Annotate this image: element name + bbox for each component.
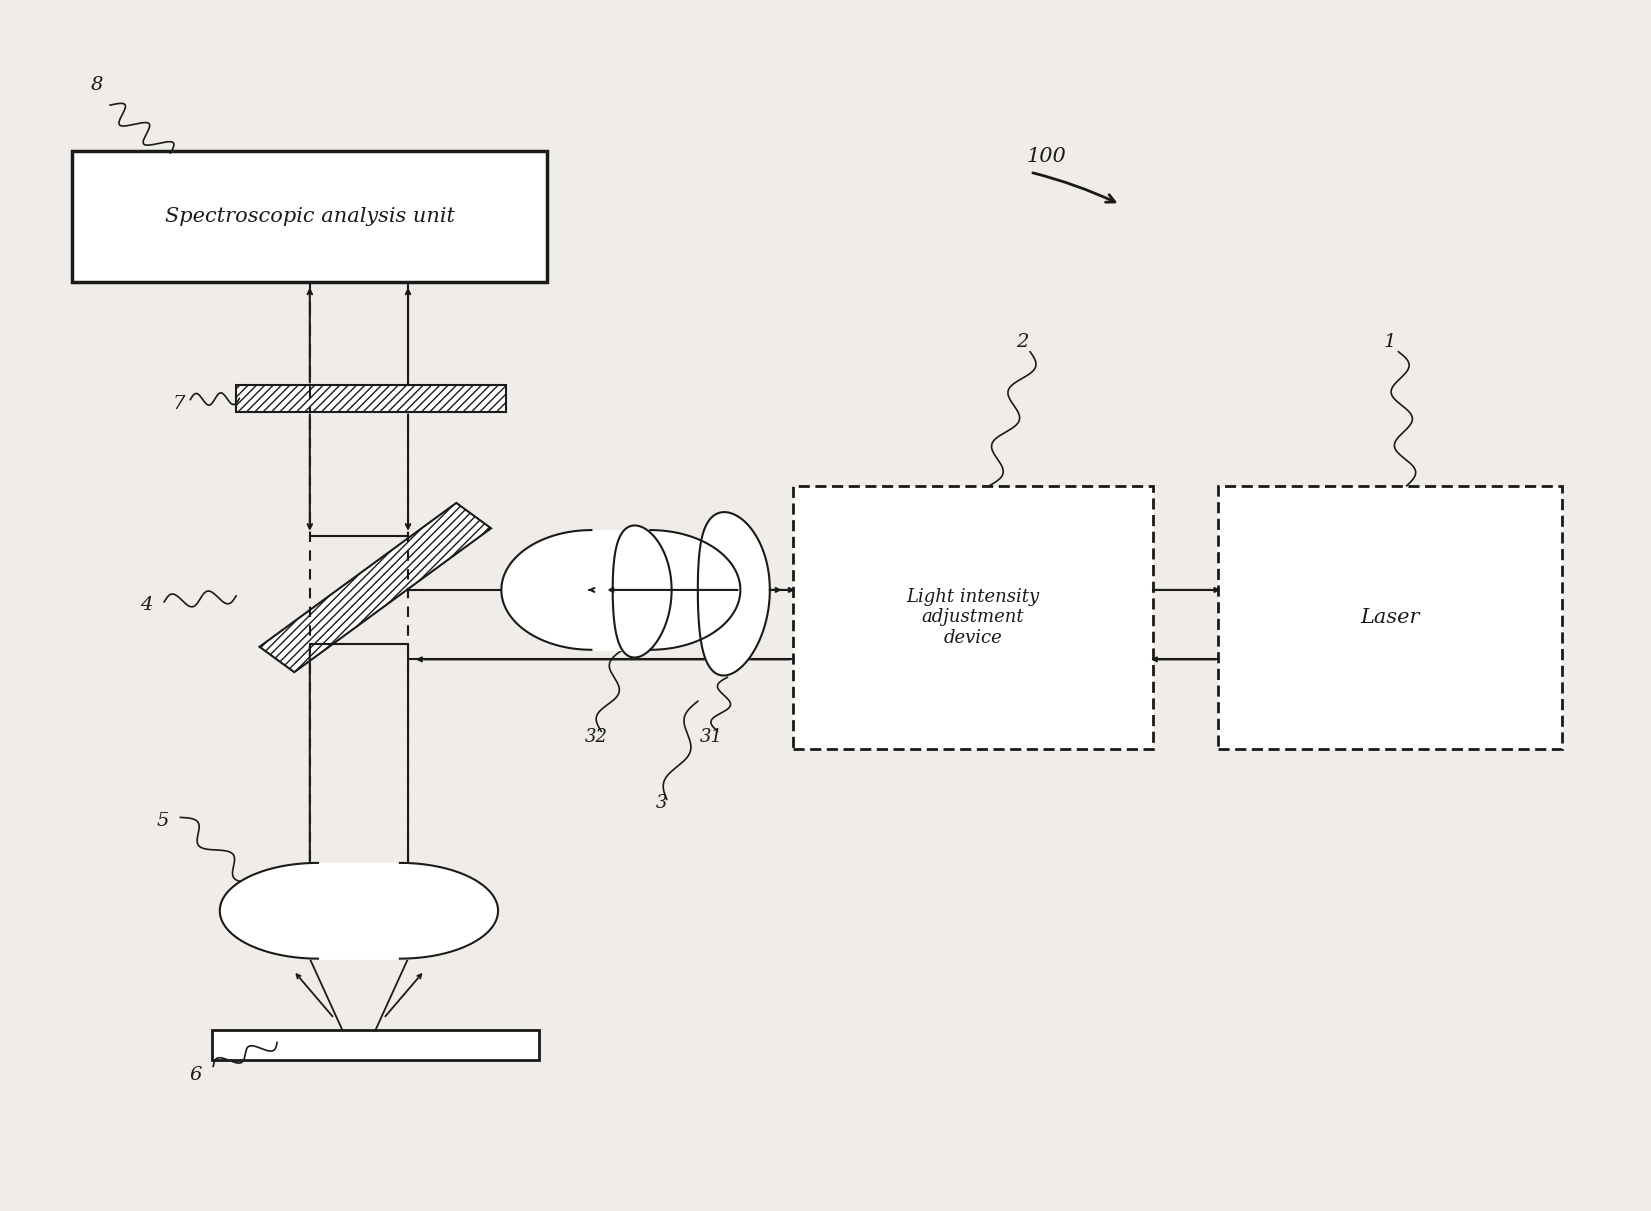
Bar — [236, 385, 507, 412]
Polygon shape — [259, 503, 490, 672]
Bar — [1218, 486, 1562, 750]
Text: Light intensity
adjustment
device: Light intensity adjustment device — [906, 587, 1040, 647]
Bar — [73, 150, 546, 282]
Text: 7: 7 — [173, 395, 185, 413]
Text: 3: 3 — [655, 794, 667, 813]
Polygon shape — [698, 512, 769, 676]
Text: 100: 100 — [1027, 147, 1067, 166]
Bar — [792, 486, 1152, 750]
Text: 31: 31 — [700, 728, 723, 746]
Text: 8: 8 — [91, 76, 102, 93]
Text: Spectroscopic analysis unit: Spectroscopic analysis unit — [165, 207, 454, 226]
Text: Laser: Laser — [1360, 608, 1420, 627]
Text: 32: 32 — [584, 728, 608, 746]
Text: 6: 6 — [188, 1066, 201, 1084]
Polygon shape — [613, 526, 672, 658]
Bar — [211, 1031, 538, 1061]
Text: 1: 1 — [1384, 333, 1397, 351]
Text: 2: 2 — [1015, 333, 1029, 351]
Text: 5: 5 — [157, 813, 168, 830]
Text: 4: 4 — [140, 597, 152, 614]
